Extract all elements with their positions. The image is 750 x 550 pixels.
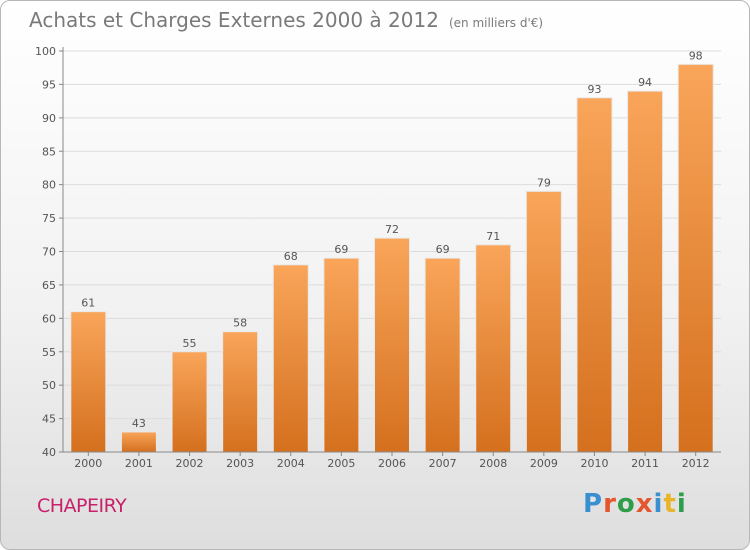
logo-letter: P (583, 489, 604, 519)
x-tick-label: 2012 (682, 457, 710, 470)
y-tick-label: 45 (42, 413, 56, 426)
x-tick-label: 2007 (429, 457, 457, 470)
bar (677, 63, 714, 453)
bar (576, 97, 613, 453)
x-tick-label: 2004 (277, 457, 305, 470)
logo-letter: t (663, 489, 677, 519)
chart-title: Achats et Charges Externes 2000 à 2012 (e… (29, 8, 543, 32)
data-label: 94 (638, 76, 652, 89)
logo-letter: i (676, 489, 687, 519)
x-tick-label: 2001 (125, 457, 153, 470)
data-label: 43 (132, 417, 146, 430)
commune-name: CHAPEIRY (37, 495, 127, 517)
data-label: 72 (385, 223, 399, 236)
y-tick-label: 60 (42, 312, 56, 325)
x-tick-label: 2002 (176, 457, 204, 470)
y-tick-label: 100 (35, 45, 56, 58)
data-label: 71 (486, 230, 500, 243)
bar (171, 351, 208, 453)
bar (475, 244, 512, 453)
title-text: Achats et Charges Externes 2000 à 2012 (29, 8, 439, 32)
data-label: 69 (436, 243, 450, 256)
logo-letter: x (635, 489, 654, 519)
data-label: 68 (284, 250, 298, 263)
data-label: 79 (537, 176, 551, 189)
data-label: 61 (81, 297, 95, 310)
y-tick-label: 75 (42, 212, 56, 225)
bar (272, 264, 309, 453)
y-tick-label: 55 (42, 346, 56, 359)
bar (525, 190, 562, 453)
y-tick-label: 40 (42, 446, 56, 459)
data-label: 58 (233, 317, 247, 330)
y-tick-label: 85 (42, 145, 56, 158)
x-tick-label: 2005 (327, 457, 355, 470)
x-tick-label: 2011 (631, 457, 659, 470)
logo-letter: i (653, 489, 664, 519)
bar (120, 431, 157, 453)
data-label: 55 (183, 337, 197, 350)
bar (323, 257, 360, 453)
bar (627, 90, 664, 453)
y-tick-label: 90 (42, 112, 56, 125)
labels: 40 45 50 55 60 65 70 75 80 85 90 95 100 61 2000 43 2001 5… (35, 45, 710, 470)
x-tick-label: 2010 (580, 457, 608, 470)
x-tick-label: 2008 (479, 457, 507, 470)
x-tick-label: 2009 (530, 457, 558, 470)
proxiti-logo[interactable]: Proxiti (583, 489, 687, 519)
data-label: 98 (689, 49, 703, 62)
data-label: 93 (587, 83, 601, 96)
bar (374, 237, 410, 453)
logo-letter: o (616, 489, 636, 519)
bars (70, 63, 714, 453)
bar (222, 331, 259, 453)
axes (59, 47, 721, 456)
bar (70, 311, 107, 453)
y-tick-label: 95 (42, 78, 56, 91)
y-tick-label: 65 (42, 279, 56, 292)
x-tick-label: 2006 (378, 457, 406, 470)
title-unit: (en milliers d'€) (448, 16, 544, 30)
x-tick-label: 2003 (226, 457, 254, 470)
bar (424, 257, 461, 453)
logo-letter: r (603, 489, 617, 519)
x-tick-label: 2000 (74, 457, 102, 470)
y-tick-label: 80 (42, 179, 56, 192)
y-tick-label: 50 (42, 379, 56, 392)
data-label: 69 (334, 243, 348, 256)
y-tick-label: 70 (42, 246, 56, 259)
